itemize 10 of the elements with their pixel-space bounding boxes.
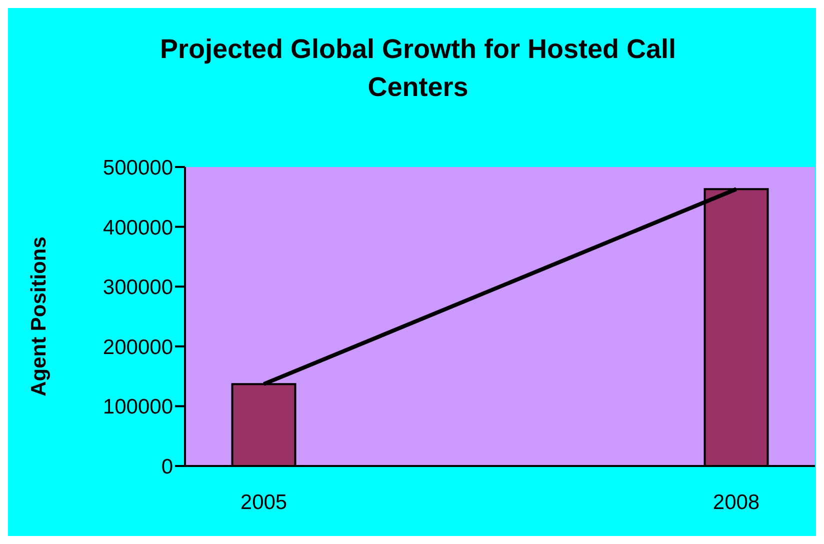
x-tick-label: 2005: [240, 490, 288, 514]
y-tick-label: 100000: [102, 396, 173, 419]
y-tick-label: 500000: [102, 156, 173, 180]
y-tick-label: 400000: [102, 216, 173, 240]
y-tick-label: 300000: [102, 276, 173, 300]
y-tick-label: 200000: [102, 336, 173, 359]
y-axis-title: Agent Positions: [27, 236, 50, 396]
x-tick-label: 2008: [712, 490, 760, 514]
chart-title: Projected Global Growth for Hosted Call Centers: [158, 33, 678, 104]
y-tick-label: 0: [161, 455, 173, 478]
